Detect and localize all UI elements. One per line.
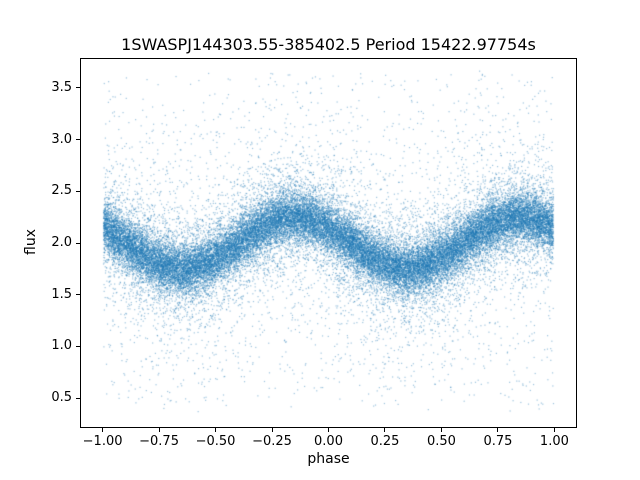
x-tick-mark [553,428,555,432]
chart-title: 1SWASPJ144303.55-385402.5 Period 15422.9… [121,35,536,54]
x-tick-label: 0.50 [426,434,456,449]
x-tick-mark [158,428,160,432]
x-axis-label: phase [307,451,350,467]
x-tick-mark [215,428,217,432]
x-tick-mark [440,428,442,432]
y-axis-label: flux [23,229,39,255]
x-tick-label: −1.00 [82,434,123,449]
scatter-points-canvas [81,59,576,427]
x-tick-mark [271,428,273,432]
y-tick-label: 3.5 [51,79,72,95]
x-tick-label: −0.50 [195,434,236,449]
x-tick-mark [102,428,104,432]
x-tick-label: 0.75 [483,434,513,449]
y-tick-label: 3.0 [51,131,72,147]
x-tick-label: 0.25 [370,434,400,449]
x-tick-label: −0.75 [139,434,179,449]
plot-area [80,58,577,428]
x-tick-label: 1.00 [539,434,569,449]
x-tick-mark [328,428,329,432]
x-tick-mark [497,428,499,432]
x-tick-label: 0.00 [314,434,343,449]
x-tick-mark [384,428,386,432]
x-tick-label: −0.25 [252,434,292,449]
y-tick-label: 1.0 [51,338,72,354]
y-tick-label: 0.5 [51,390,72,406]
